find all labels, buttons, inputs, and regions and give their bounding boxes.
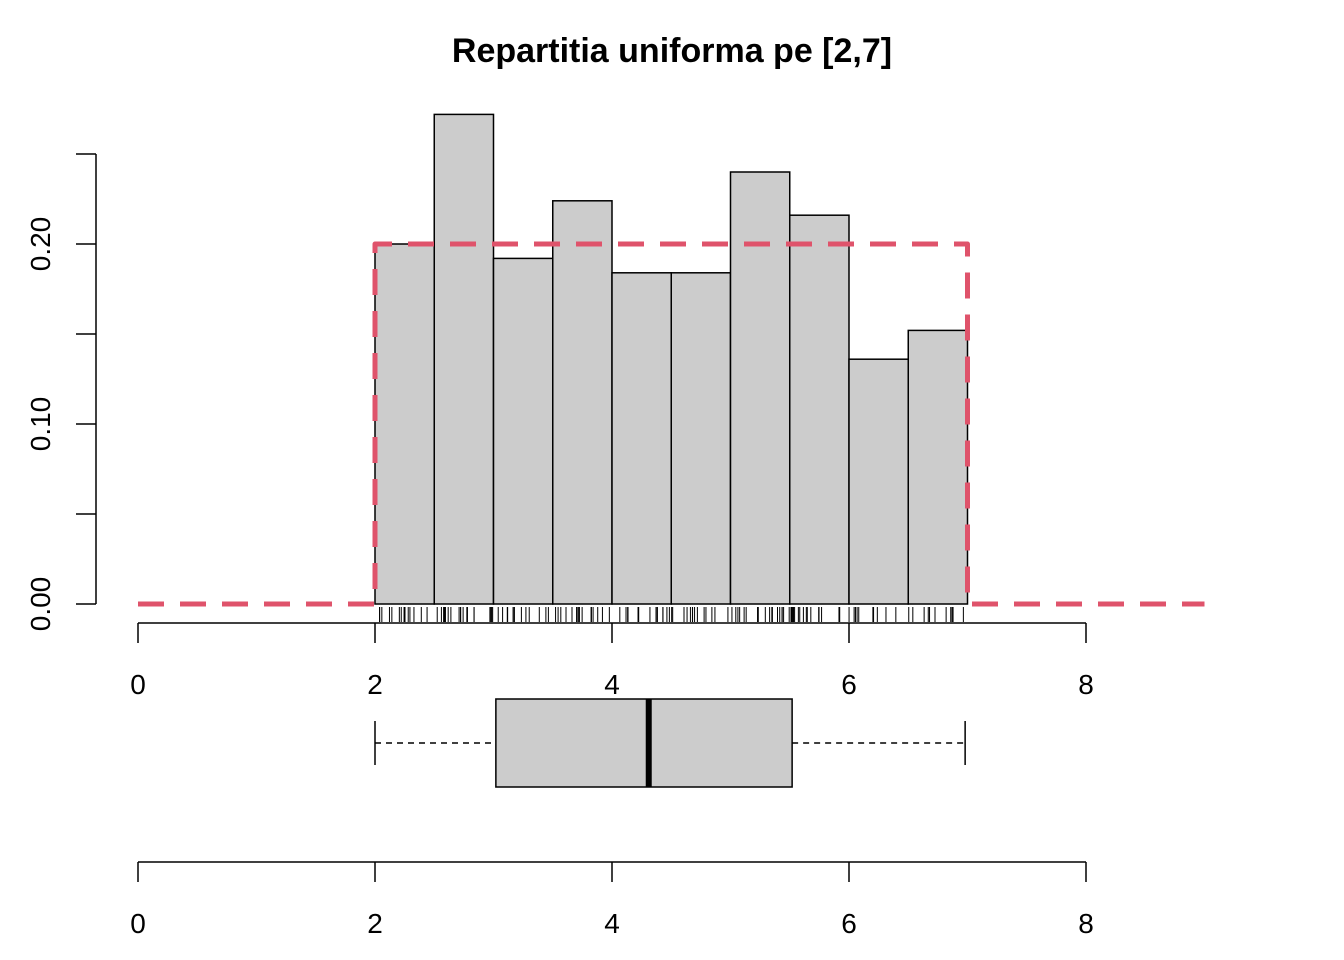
x-tick-label: 2 (367, 669, 383, 700)
histogram-bar (552, 200, 613, 605)
x-axis-boxplot: 0 2 4 6 8 (130, 861, 1094, 939)
x-tick-label: 2 (367, 908, 383, 939)
x-tick-label: 0 (130, 908, 146, 939)
boxplot-box (495, 698, 793, 788)
histogram-bar (670, 272, 732, 605)
x-axis-histogram: 0 2 4 6 8 (130, 622, 1094, 700)
histogram-bar (492, 257, 554, 605)
x-tick-label: 6 (841, 908, 857, 939)
x-tick-label: 4 (604, 908, 620, 939)
histogram-bar (433, 113, 495, 605)
boxplot (374, 698, 966, 788)
histogram-bar (907, 329, 969, 605)
density-line (138, 241, 1205, 607)
x-tick-label: 6 (841, 669, 857, 700)
histogram-bars (374, 113, 969, 605)
x-tick-label: 8 (1078, 908, 1094, 939)
histogram-bar (374, 243, 435, 605)
x-tick-label: 4 (604, 669, 620, 700)
histogram-bar (789, 214, 850, 605)
y-tick-label: 0.20 (25, 217, 56, 272)
histogram-bar (848, 358, 909, 605)
rug-marks (379, 607, 964, 622)
histogram-bar (729, 171, 791, 605)
y-tick-label: 0.10 (25, 397, 56, 452)
density-series-line (138, 241, 1205, 607)
x-tick-label: 8 (1078, 669, 1094, 700)
y-axis: 0.00 0.10 0.20 (25, 153, 97, 632)
histogram-bar (611, 272, 672, 605)
y-tick-label: 0.00 (25, 577, 56, 632)
chart-title: Repartitia uniforma pe [2,7] (452, 32, 892, 70)
x-tick-label: 0 (130, 669, 146, 700)
